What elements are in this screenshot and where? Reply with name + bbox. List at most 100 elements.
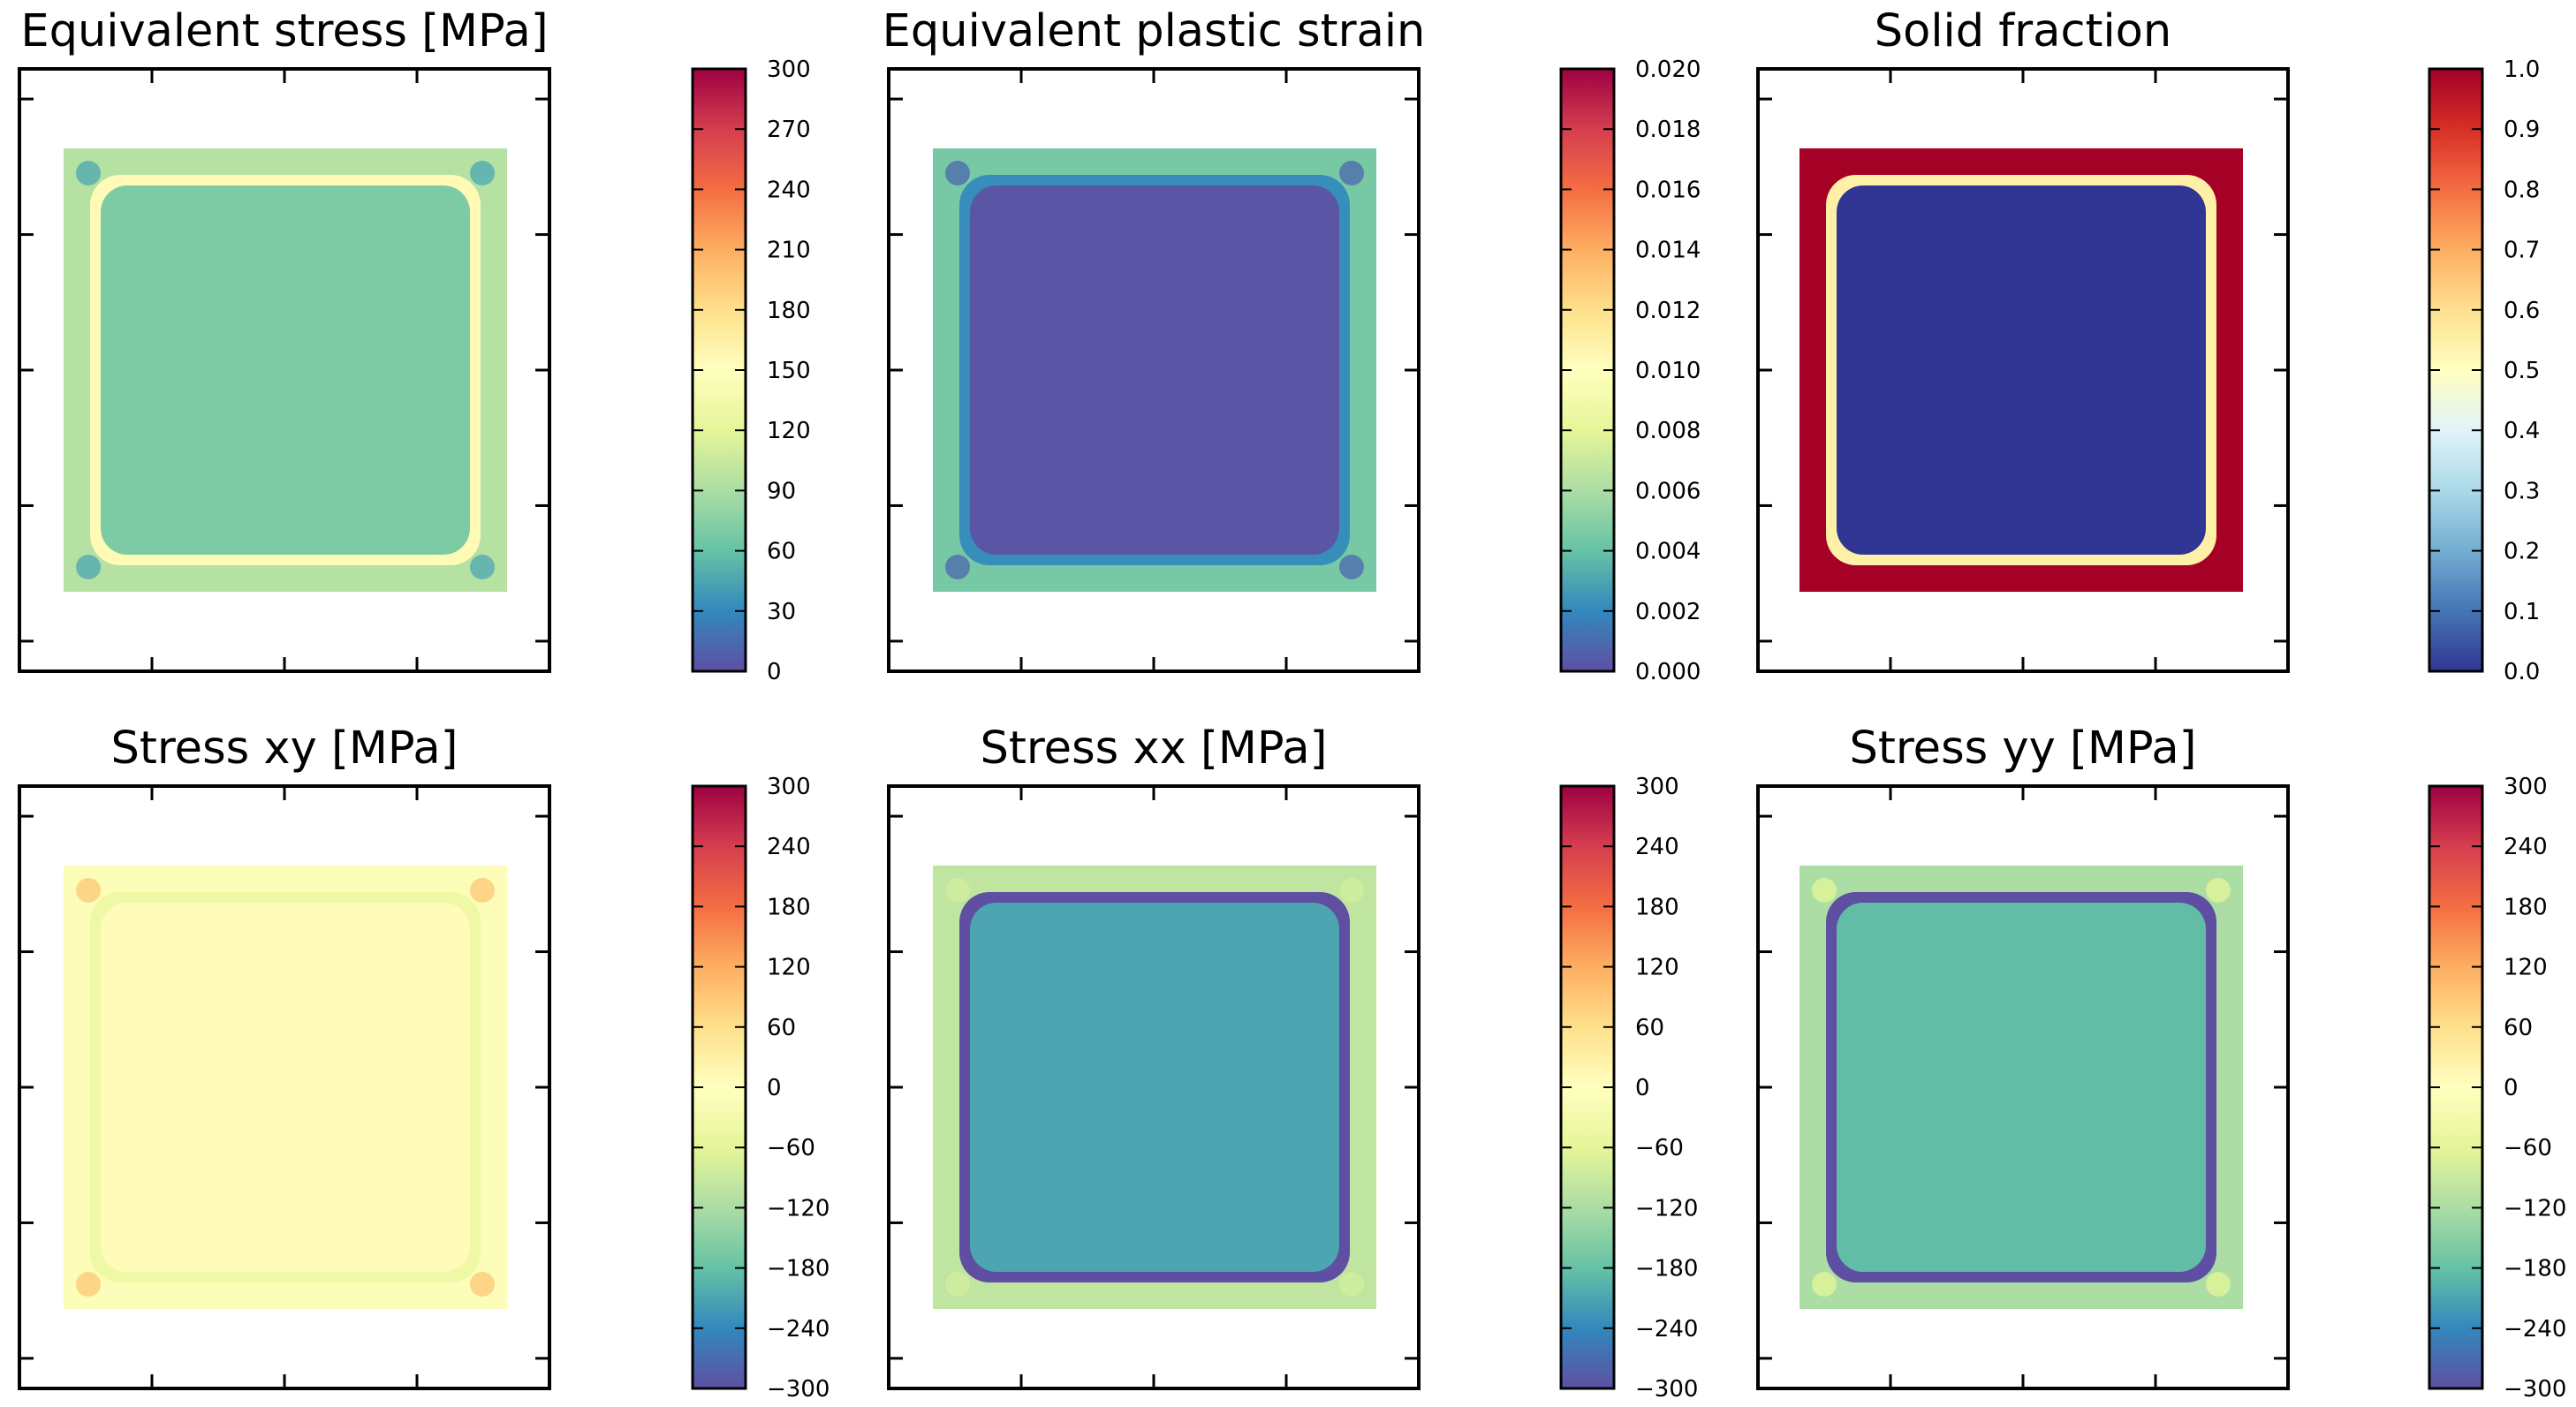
colorbar-tick-label: 0.3: [2504, 478, 2540, 504]
colorbar-tick-label: 120: [767, 418, 811, 444]
field-interior: [970, 903, 1339, 1272]
colorbar-tick-label: 300: [767, 774, 811, 800]
colorbar-tick-label: 180: [2504, 894, 2548, 920]
field-interior: [101, 903, 470, 1272]
colorbar-tick-label: 0.6: [2504, 298, 2540, 324]
panel-2: Equivalent plastic strain 0.020 0.018 0.016…: [883, 5, 1701, 685]
colorbar-tick-label: 30: [767, 599, 796, 625]
panel-title-stress-xx-mpa: Stress xx [MPa]: [980, 722, 1327, 775]
colorbar-tick-label: −120: [2504, 1195, 2566, 1222]
panel-title-equivalent-stress-mpa: Equivalent stress [MPa]: [20, 5, 548, 57]
colorbar-tick-label: 120: [767, 955, 811, 981]
field-interior: [1837, 903, 2206, 1272]
colorbar-tick-label: 0: [767, 1075, 782, 1101]
colorbar-tick-label: 0: [1635, 1075, 1650, 1101]
field-corner-spot: [76, 161, 101, 185]
colorbar-tick-label: 0.7: [2504, 238, 2540, 264]
field-corner-spot: [1339, 161, 1364, 185]
colorbar-tick-label: 0.020: [1635, 57, 1701, 83]
field-corner-spot: [945, 555, 970, 579]
field-corner-spot: [470, 878, 495, 903]
colorbar-tick-label: 120: [1635, 955, 1679, 981]
colorbar-tick-label: 150: [767, 358, 811, 384]
colorbar-tick-label: 240: [2504, 834, 2548, 860]
field-corner-spot: [470, 1272, 495, 1297]
colorbar-tick-label: 0.9: [2504, 117, 2540, 143]
colorbar-tick-label: 0.014: [1635, 238, 1701, 264]
colorbar-tick-label: 0.0: [2504, 659, 2540, 685]
field-corner-spot: [1812, 555, 1837, 579]
colorbar-tick-label: 120: [2504, 955, 2548, 981]
colorbar-tick-label: −300: [2504, 1376, 2566, 1403]
field-corner-spot: [2206, 555, 2231, 579]
colorbar-tick-label: 90: [767, 478, 796, 504]
colorbar-tick-label: 0.8: [2504, 177, 2540, 203]
colorbar-tick-label: 0.4: [2504, 418, 2540, 444]
colorbar-tick-label: 0.004: [1635, 539, 1701, 565]
colorbar-tick-label: 0.012: [1635, 298, 1701, 324]
panel-5: Stress xx [MPa] 300 240 180 120 60 0 −60 −120 −18…: [887, 722, 1698, 1403]
colorbar-tick-label: −300: [1635, 1376, 1698, 1403]
colorbar-tick-label: 1.0: [2504, 57, 2540, 83]
field-corner-spot: [945, 1272, 970, 1297]
colorbar-tick-label: 270: [767, 117, 811, 143]
field-corner-spot: [76, 555, 101, 579]
field-corner-spot: [470, 555, 495, 579]
colorbar-tick-label: −60: [1635, 1135, 1684, 1161]
colorbar-tick-label: 60: [1635, 1015, 1664, 1041]
colorbar-tick-label: 0.010: [1635, 358, 1701, 384]
colorbar-tick-label: 180: [767, 298, 811, 324]
colorbar-tick-label: 60: [767, 1015, 796, 1041]
field-corner-spot: [1339, 878, 1364, 903]
field-corner-spot: [2206, 161, 2231, 185]
field-interior: [970, 185, 1339, 555]
colorbar-tick-label: 0: [767, 659, 782, 685]
colorbar-tick-label: 60: [767, 539, 796, 565]
colorbar-tick-label: 0.006: [1635, 478, 1701, 504]
colorbar-tick-label: −120: [1635, 1195, 1698, 1222]
colorbar-tick-label: 0.1: [2504, 599, 2540, 625]
colorbar-tick-label: 300: [1635, 774, 1679, 800]
field-corner-spot: [1339, 1272, 1364, 1297]
panel-1: Equivalent stress [MPa]30027024021018015…: [18, 5, 811, 685]
colorbar-tick-label: 0.5: [2504, 358, 2540, 384]
colorbar-tick-label: −180: [767, 1256, 830, 1282]
colorbar-tick-label: 60: [2504, 1015, 2533, 1041]
field-corner-spot: [1812, 161, 1837, 185]
colorbar-tick-label: −180: [1635, 1256, 1698, 1282]
field-corner-spot: [945, 878, 970, 903]
field-corner-spot: [1812, 1272, 1837, 1297]
field-corner-spot: [76, 1272, 101, 1297]
colorbar-tick-label: −240: [767, 1316, 830, 1343]
colorbar-tick-label: −120: [767, 1195, 830, 1222]
field-corner-spot: [470, 161, 495, 185]
colorbar-tick-label: −240: [2504, 1316, 2566, 1343]
colorbar-tick-label: 240: [1635, 834, 1679, 860]
panel-6: Stress yy [MPa] 300 240 180 120 60 0 −60 −120 −18…: [1756, 722, 2566, 1403]
colorbar-tick-label: −240: [1635, 1316, 1698, 1343]
panel-title-equivalent-plastic-strain: Equivalent plastic strain: [883, 5, 1426, 57]
field-corner-spot: [2206, 878, 2231, 903]
colorbar-tick-label: −60: [2504, 1135, 2552, 1161]
field-corner-spot: [1339, 555, 1364, 579]
field-corner-spot: [2206, 1272, 2231, 1297]
colorbar-tick-label: 0.016: [1635, 177, 1701, 203]
field-corner-spot: [945, 161, 970, 185]
colorbar-tick-label: 0.002: [1635, 599, 1701, 625]
field-interior: [101, 185, 470, 555]
colorbar-tick-label: 180: [1635, 894, 1679, 920]
field-corner-spot: [76, 878, 101, 903]
colorbar-tick-label: 300: [2504, 774, 2548, 800]
field-corner-spot: [1812, 878, 1837, 903]
colorbar-tick-label: 240: [767, 834, 811, 860]
colorbar-tick-label: 210: [767, 238, 811, 264]
panel-3: Solid fraction 1.0 0.9 0.8 0.7 0.6 0.5 0.4 0.3 0.…: [1756, 5, 2540, 685]
field-interior: [1837, 185, 2206, 555]
colorbar-tick-label: 0.2: [2504, 539, 2540, 565]
colorbar-tick-label: 240: [767, 177, 811, 203]
panel-4: Stress xy [MPa] 300 240 180 120 60 0 −60 −120 −18…: [18, 722, 830, 1403]
panel-title-solid-fraction: Solid fraction: [1875, 5, 2171, 57]
panel-title-stress-xy-mpa: Stress xy [MPa]: [110, 722, 458, 775]
panel-title-stress-yy-mpa: Stress yy [MPa]: [1849, 722, 2196, 775]
